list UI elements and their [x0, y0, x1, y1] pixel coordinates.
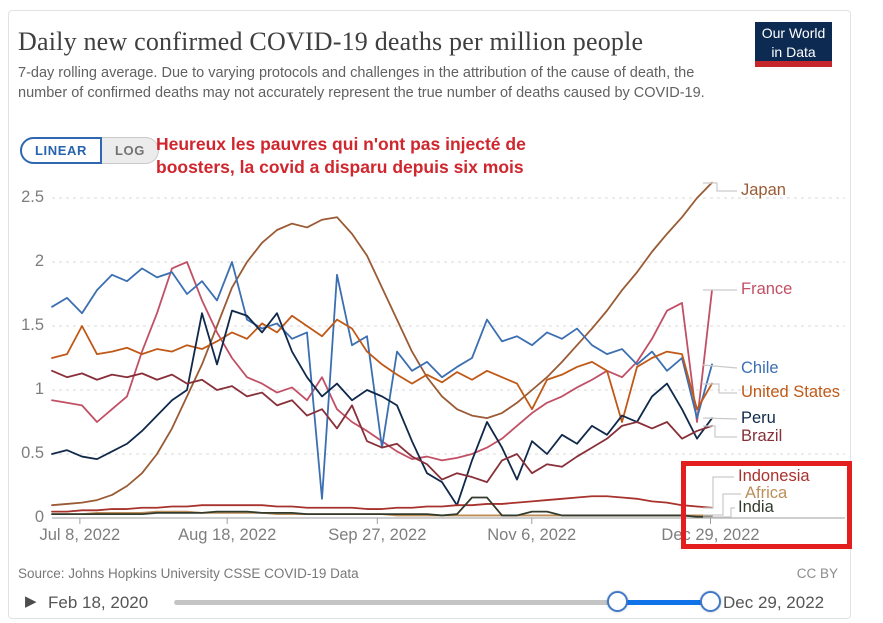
series-label-brazil[interactable]: Brazil — [741, 427, 783, 445]
timeline-active-range — [617, 600, 710, 605]
timeline-end-label: Dec 29, 2022 — [723, 593, 825, 612]
linear-scale-button[interactable]: LINEAR — [20, 137, 102, 164]
chart-line-africa — [51, 510, 713, 517]
chart-line-brazil — [51, 369, 713, 484]
series-label-united-states[interactable]: United States — [741, 383, 841, 401]
label-connector — [702, 417, 738, 420]
y-axis-tick-label: 2.5 — [21, 188, 44, 206]
label-connector — [703, 383, 737, 394]
label-connector — [703, 182, 737, 192]
log-scale-button[interactable]: LOG — [102, 138, 158, 163]
series-label-japan[interactable]: Japan — [741, 181, 786, 199]
chart-line-chile — [51, 261, 713, 500]
page-title: Daily new confirmed COVID-19 deaths per … — [18, 27, 644, 56]
series-label-chile[interactable]: Chile — [741, 359, 779, 377]
label-connector — [703, 425, 737, 438]
chart-line-india — [51, 496, 713, 518]
y-axis-tick-label: 0.5 — [21, 444, 44, 462]
series-label-peru[interactable]: Peru — [741, 409, 776, 427]
timeline-slider-track[interactable] — [174, 600, 710, 605]
x-axis-tick-label: Jul 8, 2022 — [39, 526, 121, 544]
highlight-rectangle — [681, 461, 852, 549]
chart-subtitle: 7-day rolling average. Due to varying pr… — [18, 65, 705, 101]
y-axis-tick-label: 2 — [34, 252, 44, 270]
source-text: Source: Johns Hopkins University CSSE CO… — [18, 566, 359, 581]
annotation-line2: boosters, la covid a disparu depuis six … — [156, 157, 524, 177]
chart-line-united-states — [51, 314, 713, 423]
annotation-text: Heureux les pauvres qui n'ont pas inject… — [156, 133, 716, 179]
timeline-handle-end[interactable] — [700, 591, 721, 612]
owid-logo-line2: in Data — [771, 44, 816, 60]
timeline-handle-start[interactable] — [607, 591, 628, 612]
license-link[interactable]: CC BY — [796, 566, 838, 581]
y-axis-tick-label: 1.5 — [21, 316, 44, 334]
chart-line-france — [51, 261, 713, 462]
x-axis-tick-label: Sep 27, 2022 — [328, 526, 427, 544]
chart-line-japan — [51, 181, 713, 507]
x-axis-tick-label: Nov 6, 2022 — [487, 526, 577, 544]
owid-logo: Our World in Data — [755, 22, 832, 67]
owid-logo-line1: Our World — [761, 25, 826, 41]
x-axis-tick-label: Aug 18, 2022 — [178, 526, 277, 544]
scale-toggle: LINEAR LOG — [20, 137, 159, 164]
timeline-start-label: Feb 18, 2020 — [48, 593, 149, 612]
label-connector — [702, 364, 738, 369]
annotation-line1: Heureux les pauvres qui n'ont pas inject… — [156, 134, 526, 154]
series-label-india[interactable]: India — [738, 498, 774, 516]
chart-line-peru — [51, 309, 713, 507]
y-axis-tick-label: 0 — [34, 508, 44, 526]
series-label-indonesia[interactable]: Indonesia — [738, 467, 810, 485]
y-axis-tick-label: 1 — [34, 380, 44, 398]
timeline-play-button[interactable]: ▶ — [25, 593, 37, 610]
series-label-africa[interactable]: Africa — [745, 484, 788, 502]
chart-line-indonesia — [51, 495, 713, 513]
series-label-france[interactable]: France — [741, 280, 793, 298]
